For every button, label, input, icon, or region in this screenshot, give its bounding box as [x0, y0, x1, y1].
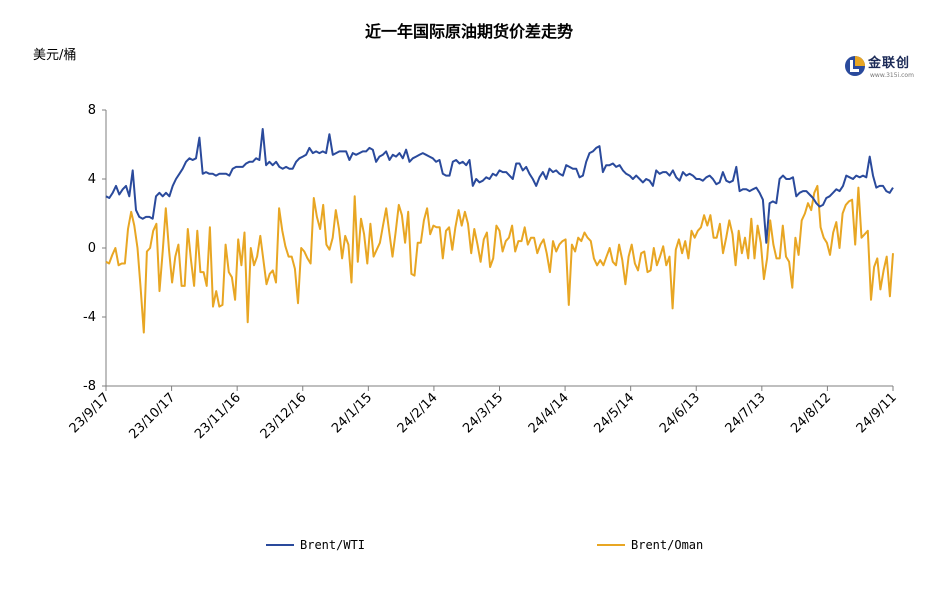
series-line-brent-wti: [105, 128, 894, 244]
x-axis: 23/9/17 23/10/17 23/11/16 23/12/16 24/1/15 24…: [67, 385, 900, 442]
company-logo: 金联创 www.315i.com: [842, 50, 922, 84]
y-tick-label: 8: [88, 103, 96, 118]
x-tick-label: 24/9/11: [854, 390, 900, 436]
x-tick-label: 24/6/13: [657, 390, 703, 436]
x-tick-label: 24/1/15: [329, 390, 375, 436]
legend-swatch-brent-oman: [597, 544, 625, 546]
logo-brand-text: 金联创: [868, 56, 911, 71]
legend-label-brent-oman: Brent/Oman: [631, 538, 704, 552]
x-tick-label: 24/5/14: [591, 390, 637, 436]
x-tick-label: 24/8/12: [788, 390, 834, 436]
x-tick-label: 23/10/17: [127, 390, 179, 442]
y-tick-label: 0: [88, 241, 96, 256]
legend-item-brent-wti: Brent/WTI: [266, 538, 365, 552]
y-tick-label: -8: [83, 379, 96, 394]
x-tick-label: 24/4/14: [526, 390, 572, 436]
y-tick-label: -4: [83, 310, 96, 325]
logo-mark-icon: [845, 56, 865, 76]
y-tick-label: 4: [88, 172, 96, 187]
x-tick-label: 24/2/14: [395, 390, 441, 436]
y-axis-ticks: 8 4 0 -4 -8: [83, 103, 107, 394]
legend-item-brent-oman: Brent/Oman: [597, 538, 703, 552]
series-line-brent-oman: [105, 184, 894, 334]
legend-swatch-brent-wti: [266, 544, 294, 546]
legend-label-brent-wti: Brent/WTI: [300, 538, 366, 552]
series-layer: [105, 128, 894, 334]
logo-site-text: www.315i.com: [870, 72, 914, 79]
x-tick-label: 23/9/17: [67, 390, 113, 436]
x-tick-label: 23/11/16: [192, 390, 244, 442]
x-tick-label: 24/3/15: [460, 390, 506, 436]
x-tick-label: 23/12/16: [258, 390, 310, 442]
x-tick-label: 24/7/13: [723, 390, 769, 436]
chart-title: 近一年国际原油期货价差走势: [364, 22, 573, 41]
y-axis-unit-label: 美元/桶: [33, 48, 77, 63]
